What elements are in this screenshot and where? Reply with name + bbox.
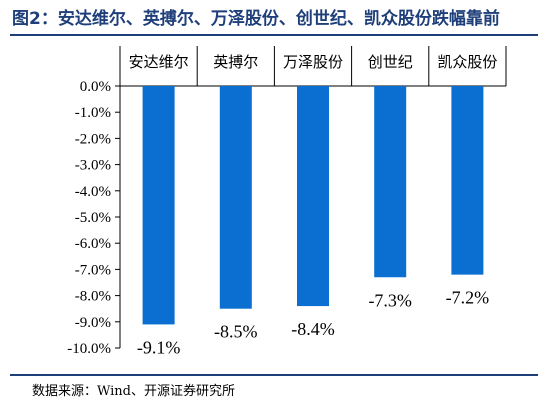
bar	[219, 86, 252, 309]
data-label: -7.3%	[368, 290, 412, 310]
y-tick-label: -8.0%	[75, 289, 111, 305]
y-tick-label: -2.0%	[75, 131, 111, 147]
source-divider	[10, 374, 538, 376]
data-label: -9.1%	[137, 337, 181, 357]
bar	[297, 86, 329, 307]
y-tick-label: -4.0%	[75, 184, 111, 200]
y-tick-label: -5.0%	[75, 210, 111, 226]
bar	[451, 86, 484, 275]
chart-bars	[142, 86, 484, 325]
bar	[142, 86, 175, 325]
bar	[374, 86, 407, 278]
chart-labels: 安达维尔 英搏尔 万泽股份 创世纪 凯众股份 -9.1% -8.5% -8.4% -7.3% -7…	[129, 53, 498, 357]
category-label: 英搏尔	[213, 53, 258, 71]
category-label: 创世纪	[368, 53, 413, 71]
category-label: 万泽股份	[283, 53, 343, 71]
y-tick-label: -9.0%	[75, 315, 111, 331]
title-divider	[10, 34, 538, 36]
category-label: 安达维尔	[129, 53, 189, 71]
y-tick-label: 0.0%	[80, 79, 111, 95]
data-label: -8.5%	[214, 322, 258, 342]
y-tick-label: -1.0%	[75, 105, 111, 121]
source-note: 数据来源：Wind、开源证券研究所	[32, 384, 235, 399]
chart-axes: 0.0% -1.0% -2.0% -3.0% -4.0% -5.0% -6.0% -7.0% -…	[67, 46, 507, 357]
category-label: 凯众股份	[437, 53, 497, 71]
y-tick-label: -10.0%	[67, 341, 111, 357]
y-tick-label: -3.0%	[75, 158, 111, 174]
chart-title: 图2：安达维尔、英搏尔、万泽股份、创世纪、凯众股份跌幅靠前	[12, 9, 500, 29]
y-tick-label: -6.0%	[75, 236, 111, 252]
data-label: -8.4%	[291, 319, 335, 339]
data-label: -7.2%	[446, 288, 490, 308]
y-tick-label: -7.0%	[75, 262, 111, 278]
